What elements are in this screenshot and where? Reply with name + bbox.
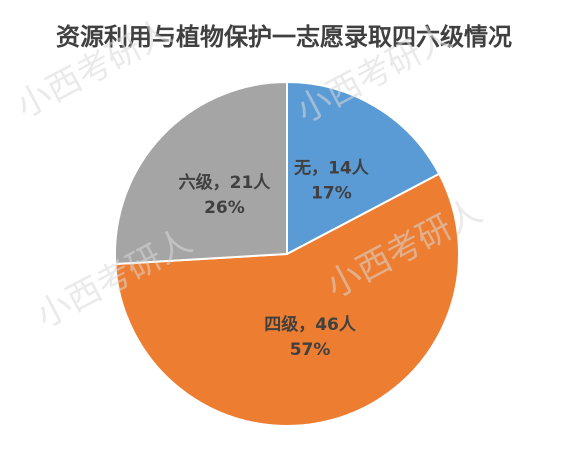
chart-title: 资源利用与植物保护一志愿录取四六级情况: [56, 23, 512, 51]
slice-percent: 57%: [290, 340, 331, 360]
pie-slice: [114, 172, 460, 427]
slice-label: 四级，46人: [264, 314, 357, 335]
slice-label: 无，14人: [293, 158, 370, 178]
pie-slice: [286, 80, 441, 256]
slice-percent: 26%: [204, 198, 245, 218]
pie-slice: [114, 80, 288, 266]
slice-percent: 17%: [311, 183, 352, 203]
slice-label: 六级，21人: [179, 172, 272, 193]
